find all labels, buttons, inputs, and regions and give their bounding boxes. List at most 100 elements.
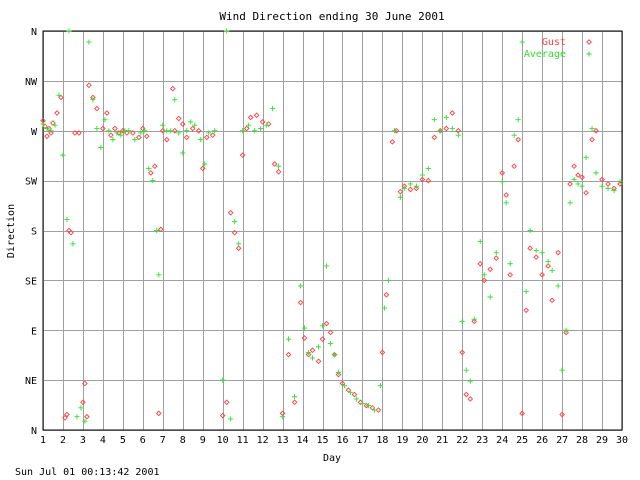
data-point	[305, 349, 312, 356]
data-point	[555, 283, 561, 289]
x-tick-label: 13	[277, 435, 289, 446]
data-point	[243, 125, 250, 132]
data-point	[84, 413, 90, 420]
data-point	[463, 391, 470, 398]
y-axis-label: Direction	[6, 204, 17, 258]
data-point	[219, 412, 226, 419]
data-point	[545, 258, 551, 265]
data-point	[151, 163, 158, 170]
data-point	[202, 161, 208, 167]
data-point	[171, 127, 178, 134]
data-point	[236, 241, 242, 247]
data-point	[401, 185, 407, 191]
x-tick-label: 16	[336, 435, 348, 446]
data-point	[503, 192, 510, 198]
data-point	[545, 263, 551, 269]
data-point	[369, 404, 376, 411]
data-point	[54, 110, 60, 116]
data-point	[239, 152, 246, 158]
x-tick-label: 6	[140, 435, 146, 446]
x-tick-label: 21	[436, 435, 448, 446]
data-point	[297, 283, 304, 289]
data-point	[419, 172, 425, 178]
data-point	[291, 399, 298, 406]
data-point	[555, 249, 561, 256]
data-point	[425, 177, 432, 184]
generated-timestamp: Sun Jul 01 00:13:42 2001	[15, 467, 160, 478]
x-tick-label: 27	[556, 435, 568, 446]
y-tick-label: W	[31, 127, 38, 138]
data-point	[94, 105, 100, 112]
y-tick-label: N	[31, 426, 37, 437]
data-point	[347, 389, 354, 395]
data-point	[335, 371, 342, 378]
data-point	[567, 200, 573, 206]
data-point	[154, 227, 160, 234]
data-point	[359, 400, 366, 406]
data-point	[499, 179, 505, 185]
data-point	[228, 416, 234, 422]
data-point	[481, 277, 488, 284]
x-tick-label: 23	[476, 435, 488, 446]
data-point	[605, 181, 611, 187]
series-average	[40, 28, 623, 424]
data-point	[319, 323, 326, 329]
plot-frame	[42, 30, 623, 431]
data-point	[143, 133, 150, 140]
data-point	[168, 128, 174, 134]
x-tick-label: 14	[297, 435, 309, 446]
legend-label-average: Average	[524, 49, 566, 60]
data-point	[179, 121, 186, 127]
data-point	[449, 125, 455, 132]
data-point	[270, 105, 276, 112]
data-point	[108, 132, 114, 139]
data-point	[104, 110, 110, 116]
data-point	[146, 165, 152, 172]
data-point	[275, 168, 282, 175]
data-point	[175, 115, 182, 122]
x-tick-label: 26	[536, 435, 548, 446]
data-point	[571, 163, 577, 170]
data-point	[413, 185, 420, 192]
data-point	[120, 127, 126, 134]
data-point	[459, 318, 465, 324]
data-point	[393, 127, 400, 134]
x-tick-label: 15	[316, 435, 328, 446]
x-tick-label: 22	[456, 435, 468, 446]
data-point	[425, 165, 431, 172]
x-tick-label: 29	[596, 435, 608, 446]
data-point	[375, 407, 382, 413]
data-point	[246, 122, 252, 128]
data-point	[64, 216, 70, 223]
x-tick-label: 19	[396, 435, 408, 446]
x-tick-label: 3	[80, 435, 86, 446]
data-point	[309, 347, 316, 354]
x-tick-label: 8	[180, 435, 186, 446]
data-point	[169, 85, 176, 92]
data-point	[60, 152, 66, 158]
data-point	[291, 394, 298, 400]
data-point	[86, 39, 92, 45]
data-point	[247, 114, 254, 121]
data-point	[599, 176, 605, 183]
data-point	[184, 128, 190, 134]
chart-grid	[43, 31, 623, 431]
data-point	[212, 128, 218, 134]
data-point	[176, 130, 182, 136]
data-point	[118, 132, 124, 138]
data-point	[156, 272, 162, 278]
data-point	[579, 174, 585, 181]
data-point	[235, 245, 242, 252]
data-point	[611, 188, 617, 194]
data-point	[323, 320, 330, 327]
data-point	[199, 165, 206, 172]
data-point	[56, 92, 62, 98]
data-point	[503, 200, 509, 206]
data-point	[463, 367, 469, 373]
y-tick-label: SE	[25, 276, 37, 287]
data-point	[206, 130, 212, 136]
data-point	[80, 399, 86, 406]
data-point	[275, 163, 282, 169]
y-axis-tick-labels: N NE E SE S SW W NW N	[25, 27, 38, 437]
